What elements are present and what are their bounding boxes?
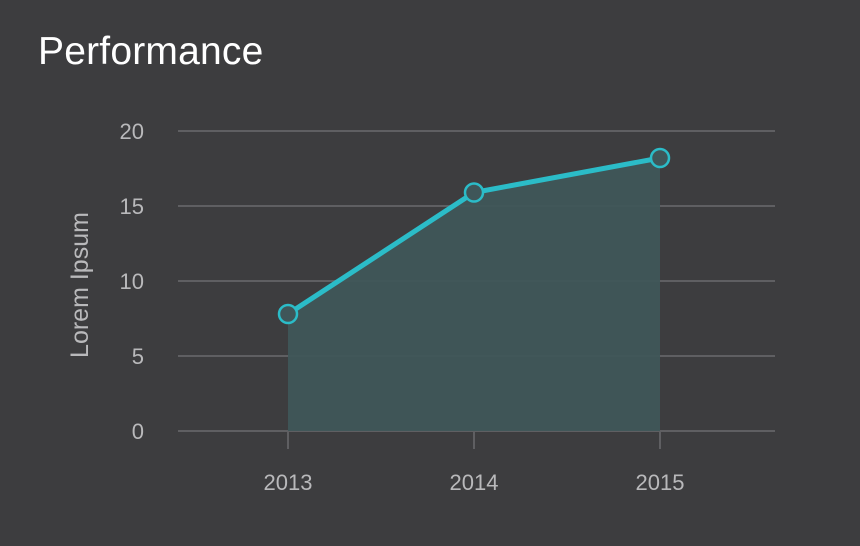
area-fill (288, 158, 660, 431)
y-tick-label-10: 10 (120, 269, 144, 294)
y-axis: 0 5 10 15 20 (120, 119, 144, 444)
chart-title: Performance (38, 30, 264, 73)
data-point-2013 (277, 303, 299, 325)
y-tick-label-0: 0 (132, 419, 144, 444)
y-tick-label-20: 20 (120, 119, 144, 144)
y-axis-title: Lorem Ipsum (66, 212, 94, 358)
x-axis: 2013 2014 2015 (264, 431, 685, 495)
x-tick-label-2014: 2014 (450, 470, 499, 495)
x-tick-label-2013: 2013 (264, 470, 313, 495)
data-point-2014 (463, 182, 485, 203)
y-tick-label-15: 15 (120, 194, 144, 219)
area-fill-group (288, 158, 660, 431)
data-point-2015 (649, 147, 671, 169)
data-points (277, 147, 671, 325)
y-tick-label-5: 5 (132, 344, 144, 369)
x-tick-label-2015: 2015 (636, 470, 685, 495)
